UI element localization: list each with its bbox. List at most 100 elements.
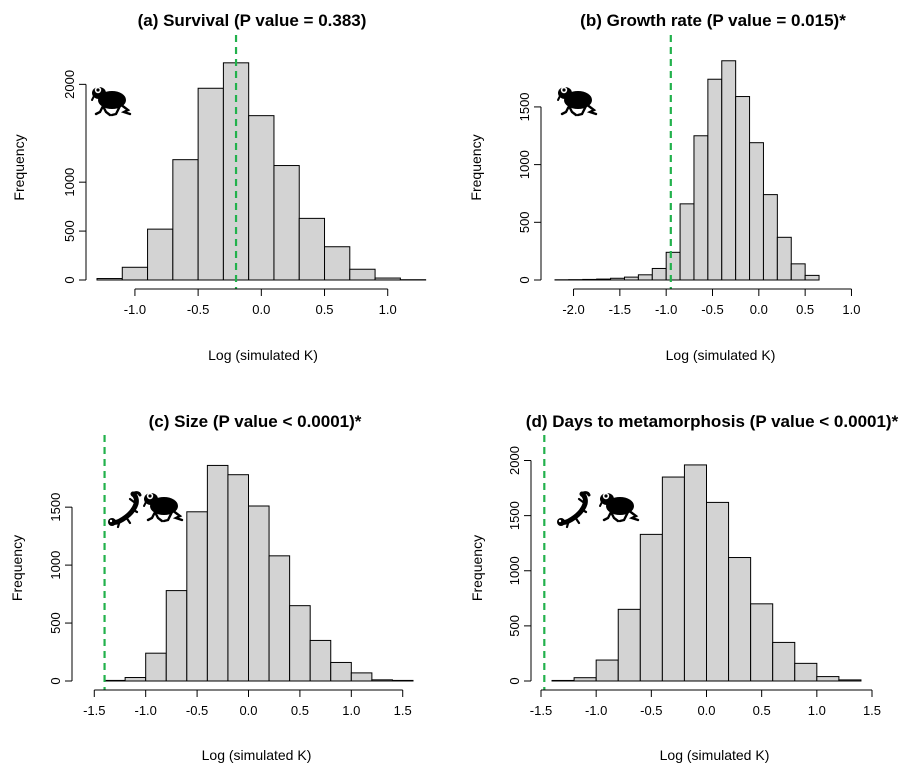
x-tick-label: 0.0 xyxy=(750,302,768,317)
histogram-bar xyxy=(206,464,229,682)
histogram-bar xyxy=(145,652,167,682)
y-axis-label: Frequency xyxy=(469,535,485,601)
histogram-bar xyxy=(391,679,414,682)
y-tick-label: 0 xyxy=(507,677,522,684)
x-tick-label: 1.5 xyxy=(394,703,412,718)
histogram-bar xyxy=(165,590,188,682)
histogram-bar xyxy=(96,278,123,281)
x-tick-label: 0.5 xyxy=(291,703,309,718)
y-tick-label: 2000 xyxy=(507,446,522,475)
histogram-bar xyxy=(147,228,174,281)
x-tick-label: 0.0 xyxy=(697,703,715,718)
y-tick-label: 1500 xyxy=(48,493,63,522)
frog-icon xyxy=(599,492,640,523)
histogram-bar xyxy=(227,474,249,682)
histogram-bar xyxy=(595,659,619,682)
x-tick-label: 1.0 xyxy=(808,703,826,718)
panel-c: (c) Size (P value < 0.0001)* -1.5 -1.0 -0.5… xyxy=(9,412,414,763)
x-tick-label: -0.5 xyxy=(640,703,662,718)
histogram-bar xyxy=(582,278,598,281)
histogram-bar xyxy=(735,96,751,281)
x-tick-label: -0.5 xyxy=(186,703,208,718)
x-axis-label: Log (simulated K) xyxy=(208,347,318,363)
salamander-icon xyxy=(557,491,591,529)
histogram-bar xyxy=(298,217,326,281)
histogram-bar xyxy=(573,677,597,682)
histogram-bar xyxy=(665,251,681,281)
histogram-bar xyxy=(268,555,291,682)
y-tick-label: 1000 xyxy=(517,150,532,179)
histogram-bar xyxy=(186,511,208,682)
histogram-bar xyxy=(794,662,818,682)
histogram-bar xyxy=(693,135,709,281)
histogram-bar xyxy=(706,501,730,682)
y-axis-label: Frequency xyxy=(11,134,27,200)
x-axis-label: Log (simulated K) xyxy=(666,347,776,363)
x-tick-label: 1.0 xyxy=(842,302,860,317)
histogram-bar xyxy=(596,278,612,281)
histogram-bar xyxy=(804,274,820,281)
histogram-bar xyxy=(679,203,695,281)
y-axis-label: Frequency xyxy=(468,134,484,200)
histogram-bar xyxy=(623,276,639,281)
histogram-bar xyxy=(350,672,373,682)
histogram-bar xyxy=(816,676,840,682)
x-tick-label: -1.5 xyxy=(609,302,631,317)
x-tick-label: -1.0 xyxy=(655,302,677,317)
y-tick-label: 500 xyxy=(48,612,63,634)
histogram-bar xyxy=(838,679,862,682)
panel-d: (d) Days to metamorphosis (P value < 0.0… xyxy=(469,412,899,763)
frog-icon xyxy=(557,86,598,117)
histogram-bar xyxy=(172,159,199,281)
histogram-bar xyxy=(104,679,126,682)
histogram-bar xyxy=(610,277,625,281)
x-tick-label: -1.5 xyxy=(530,703,552,718)
x-tick-label: 0.5 xyxy=(315,302,333,317)
salamander-icon xyxy=(108,491,142,529)
histogram-bar xyxy=(707,78,723,281)
y-tick-label: 500 xyxy=(507,615,522,637)
histogram-bar xyxy=(371,679,393,682)
frog-icon xyxy=(143,492,184,523)
histogram-bar xyxy=(248,505,270,682)
y-tick-label: 1500 xyxy=(507,501,522,530)
histogram-bar xyxy=(683,464,708,682)
x-tick-label: -1.0 xyxy=(124,302,146,317)
x-tick-label: 1.5 xyxy=(863,703,881,718)
x-axis-label: Log (simulated K) xyxy=(202,747,312,763)
histogram-bar xyxy=(661,476,685,682)
x-tick-label: -0.5 xyxy=(701,302,723,317)
y-tick-label: 0 xyxy=(48,677,63,684)
histogram-bar xyxy=(749,142,764,281)
x-tick-label: -1.0 xyxy=(134,703,156,718)
x-tick-label: 1.0 xyxy=(342,703,360,718)
y-tick-label: 2000 xyxy=(62,70,77,99)
histogram-bar xyxy=(374,277,401,281)
histogram-bar xyxy=(121,266,149,281)
histogram-bar xyxy=(124,677,147,682)
y-tick-label: 500 xyxy=(517,211,532,233)
panel-a: (a) Survival (P value = 0.383) -1.0 -0.5 0.… xyxy=(11,11,427,363)
histogram-bar xyxy=(197,87,224,281)
histogram-bar xyxy=(776,236,792,281)
x-tick-label: 0.0 xyxy=(252,302,270,317)
panel-title: (b) Growth rate (P value = 0.015)* xyxy=(580,11,846,30)
histogram-bar xyxy=(728,557,752,682)
panel-title: (a) Survival (P value = 0.383) xyxy=(138,11,367,30)
panel-title: (c) Size (P value < 0.0001)* xyxy=(149,412,362,431)
histogram-bar xyxy=(617,608,641,682)
y-tick-label: 1500 xyxy=(517,92,532,121)
x-tick-label: 0.5 xyxy=(796,302,814,317)
y-tick-label: 0 xyxy=(62,276,77,283)
y-tick-label: 0 xyxy=(517,276,532,283)
y-axis-label: Frequency xyxy=(9,535,25,601)
histogram-bar xyxy=(309,639,332,682)
histogram-bar xyxy=(248,115,275,281)
histogram-bar xyxy=(551,679,575,682)
x-tick-label: -1.0 xyxy=(585,703,607,718)
y-tick-label: 1000 xyxy=(507,556,522,585)
x-tick-label: 0.5 xyxy=(753,703,771,718)
x-tick-label: -1.5 xyxy=(83,703,105,718)
y-tick-label: 500 xyxy=(62,220,77,242)
